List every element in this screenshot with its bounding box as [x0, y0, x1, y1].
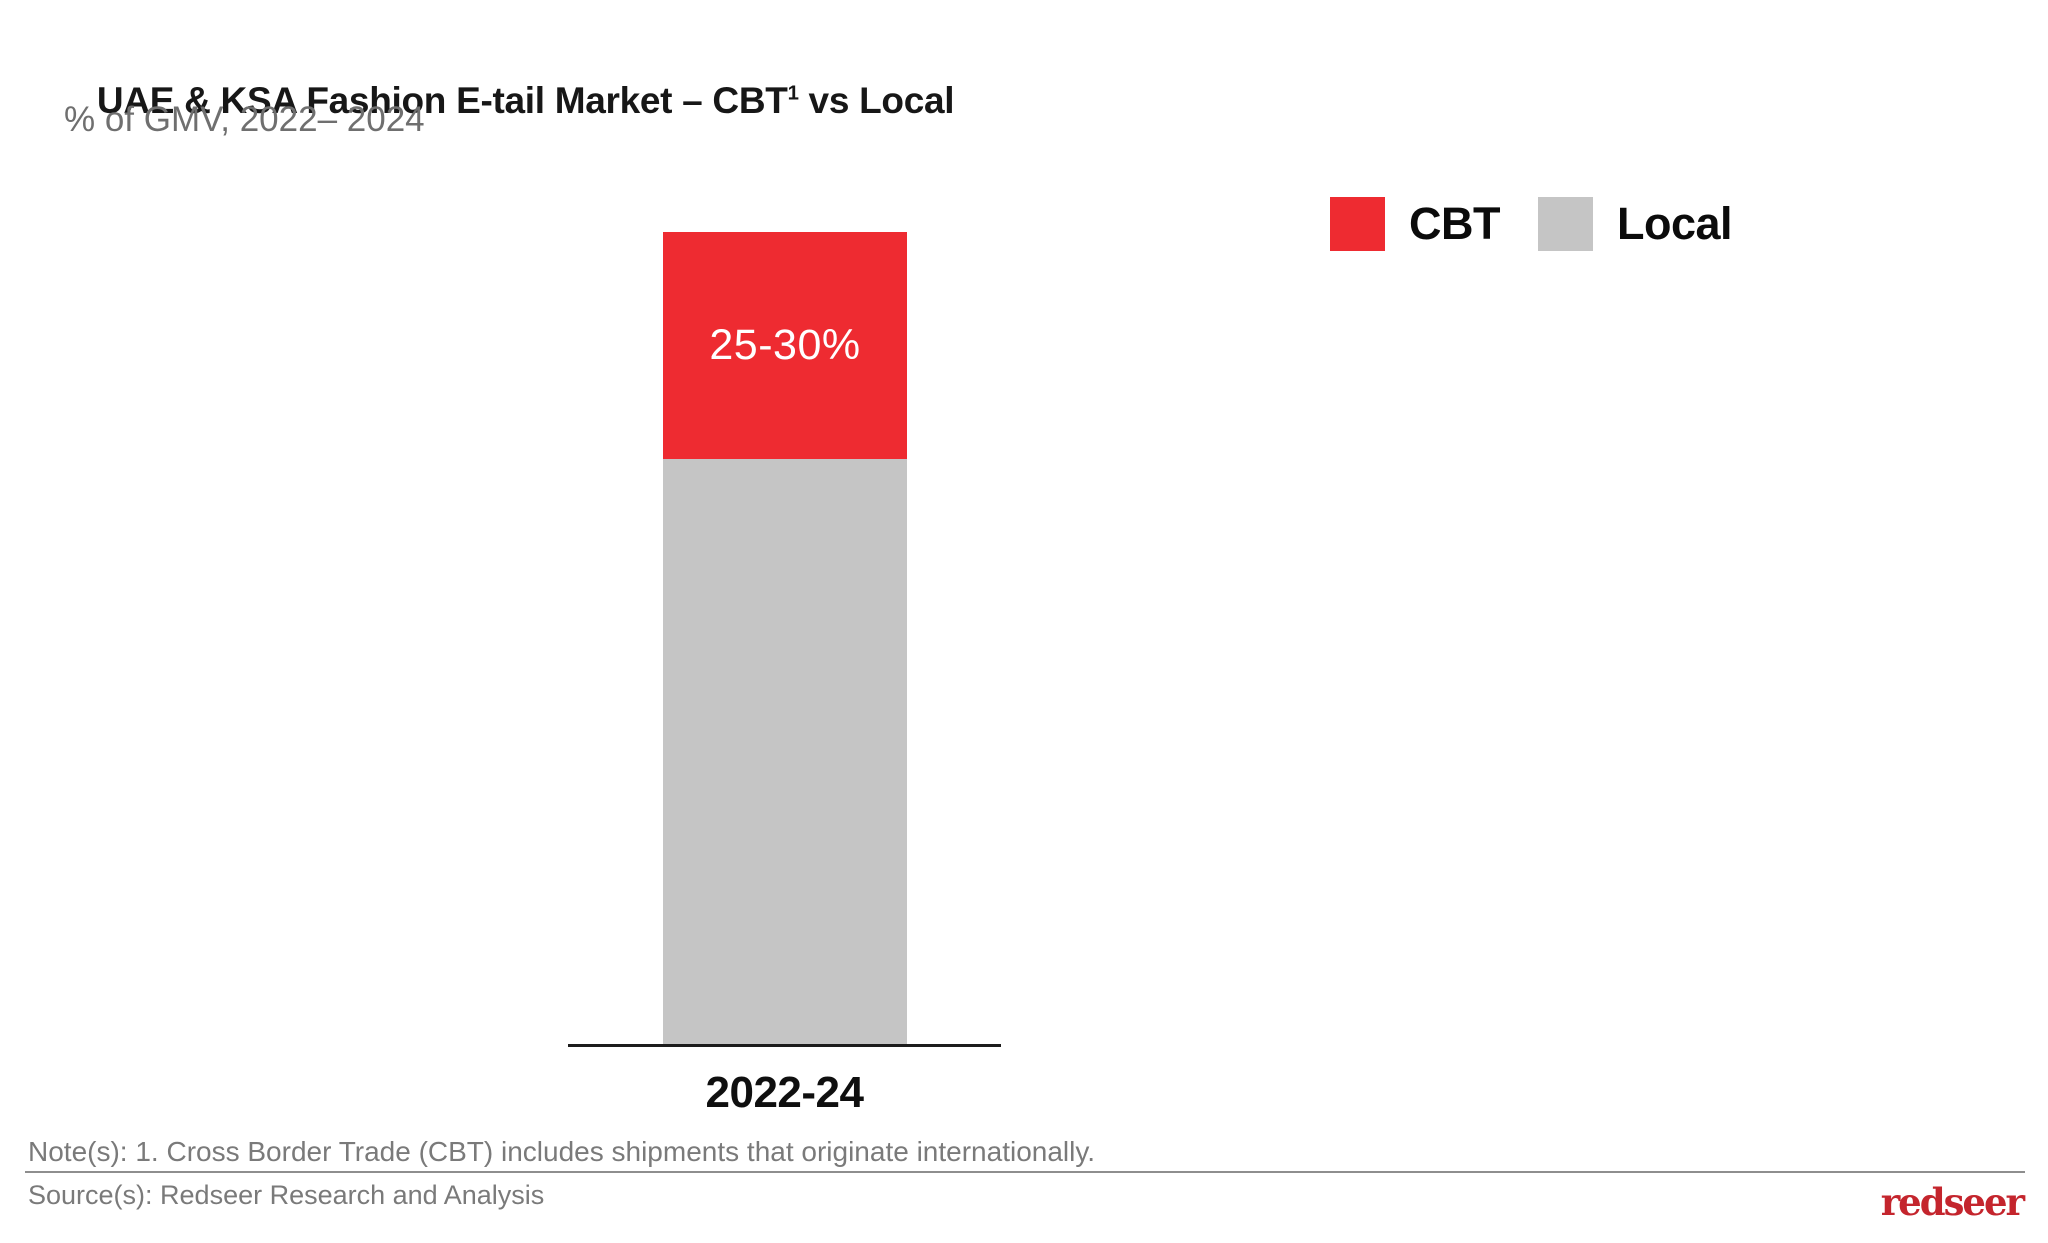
- x-axis-line: [568, 1044, 1001, 1047]
- legend-item-cbt: CBT: [1330, 197, 1500, 251]
- footnote-text: Note(s): 1. Cross Border Trade (CBT) inc…: [28, 1136, 1096, 1167]
- chart-subtitle: % of GMV, 2022– 2024: [64, 100, 425, 139]
- chart-title-footnote-marker: 1: [787, 82, 799, 105]
- source-text: Source(s): Redseer Research and Analysis: [28, 1180, 545, 1210]
- bar-segment-cbt: 25-30%: [663, 232, 907, 460]
- chart-legend: CBT Local: [1330, 197, 1733, 251]
- chart-title-tail: vs Local: [798, 80, 955, 121]
- bar-segment-cbt-value-label: 25-30%: [709, 321, 861, 370]
- footer-divider-line: [25, 1171, 2025, 1173]
- legend-swatch-cbt: [1330, 197, 1385, 251]
- legend-item-local: Local: [1537, 197, 1733, 251]
- legend-label-cbt: CBT: [1409, 198, 1500, 249]
- legend-label-local: Local: [1616, 198, 1733, 249]
- x-axis-tick-label: 2022-24: [705, 1068, 864, 1117]
- redseer-logo: redseer: [1880, 1180, 2025, 1224]
- chart-title: UAE & KSA Fashion E-tail Market – CBT1 v…: [57, 38, 955, 164]
- bar-segment-local: [663, 459, 907, 1044]
- stacked-bar-2022-24: 25-30%: [663, 232, 907, 1044]
- legend-swatch-local: [1537, 197, 1593, 251]
- chart-title-main: UAE & KSA Fashion E-tail Market – CBT: [96, 80, 788, 121]
